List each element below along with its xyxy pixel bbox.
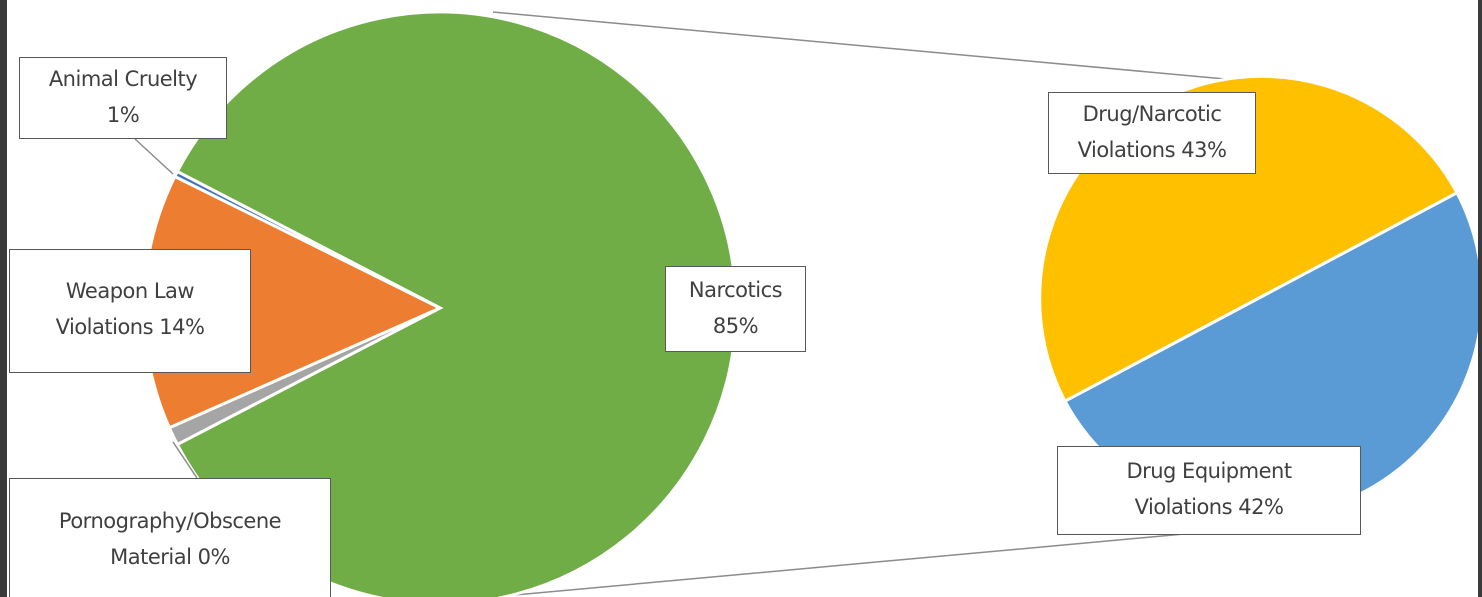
label-drug-equipment-violations: Drug Equipment Violations 42% [1057,446,1361,535]
connector-line-top [492,11,1270,84]
connector-line-bottom [492,530,1218,597]
label-pornography-obscene-material: Pornography/Obscene Material 0% [9,478,331,597]
label-drug-narcotic-violations: Drug/Narcotic Violations 43% [1048,92,1256,174]
leader-line-pornography-obscene [172,441,198,479]
label-animal-cruelty: Animal Cruelty 1% [19,57,227,139]
label-narcotics: Narcotics 85% [665,266,806,352]
pie-slice-pornography-obscene [172,169,441,310]
label-weapon-law-violations: Weapon Law Violations 14% [9,249,251,373]
leader-line-animal-cruelty [134,138,174,175]
